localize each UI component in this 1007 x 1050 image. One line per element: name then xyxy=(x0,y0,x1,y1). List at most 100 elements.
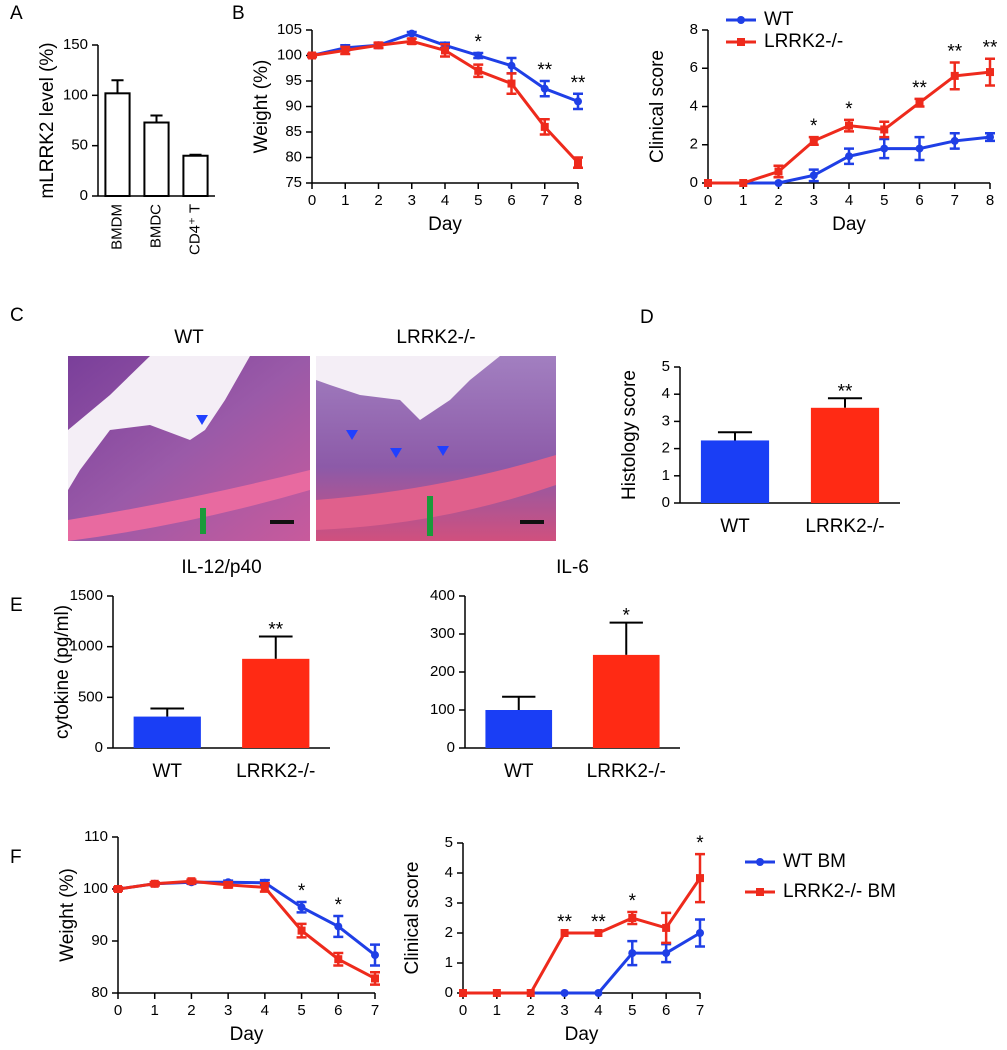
marker xyxy=(704,179,712,187)
x-tick-label: 3 xyxy=(810,192,818,209)
arrowhead xyxy=(346,430,449,458)
marker xyxy=(297,926,306,935)
x-axis-label: Day xyxy=(230,1024,264,1045)
legend-label: LRRK2-/- BM xyxy=(783,881,896,902)
y-tick-label: 105 xyxy=(277,21,302,38)
y-tick-label: 8 xyxy=(690,21,698,38)
bar xyxy=(242,658,310,748)
x-tick-label: 5 xyxy=(628,1002,636,1019)
x-tick-label: WT xyxy=(504,761,534,782)
marker xyxy=(507,61,516,70)
muscle xyxy=(316,455,556,530)
marker xyxy=(950,136,959,145)
x-tick-label: 6 xyxy=(334,1002,342,1019)
x-tick-label: BMDC xyxy=(147,204,164,248)
chart-title: IL-12/p40 xyxy=(181,557,261,578)
x-tick-label: 0 xyxy=(308,192,316,209)
panel-label: B xyxy=(232,3,245,24)
x-tick-label: 7 xyxy=(371,1002,379,1019)
y-tick-label: 0 xyxy=(95,739,103,756)
thickness-arrow xyxy=(427,496,433,536)
marker xyxy=(441,46,449,55)
x-axis-label: Day xyxy=(565,1024,599,1045)
annotation: * xyxy=(845,99,853,120)
bar xyxy=(143,121,170,197)
x-tick-label: CD4⁺ T xyxy=(186,204,203,255)
y-tick-label: 1 xyxy=(445,954,453,971)
lumen xyxy=(68,356,250,490)
marker xyxy=(845,152,853,161)
marker xyxy=(950,71,959,80)
marker xyxy=(114,885,122,893)
y-tick-label: 75 xyxy=(285,174,302,191)
marker xyxy=(474,66,483,75)
y-tick-label: 90 xyxy=(285,97,302,114)
panel-label: F xyxy=(10,847,22,868)
marker xyxy=(526,989,535,997)
y-tick-label: 0 xyxy=(445,984,453,1001)
y-tick-label: 1000 xyxy=(70,638,103,655)
annotation: ** xyxy=(268,620,283,641)
annotation: ** xyxy=(983,38,998,59)
y-axis-label: Weight (%) xyxy=(57,868,78,962)
muscle xyxy=(68,470,310,541)
marker xyxy=(459,989,467,997)
x-tick-label: 3 xyxy=(224,1002,232,1019)
y-tick-label: 4 xyxy=(662,385,670,402)
error-bar xyxy=(150,114,163,123)
marker xyxy=(696,874,704,883)
x-tick-label: LRRK2-/- xyxy=(805,516,884,537)
x-tick-label: 0 xyxy=(459,1002,467,1019)
y-tick-label: 85 xyxy=(285,123,302,140)
marker xyxy=(594,929,603,937)
x-tick-label: 4 xyxy=(441,192,449,209)
y-tick-label: 100 xyxy=(430,701,455,718)
marker xyxy=(371,974,379,983)
x-tick-label: 8 xyxy=(574,192,582,209)
scale-bar xyxy=(270,520,294,524)
image-label: LRRK2-/- xyxy=(396,327,475,348)
marker xyxy=(574,97,582,106)
marker xyxy=(540,122,549,131)
y-tick-label: 4 xyxy=(445,864,453,881)
y-tick-label: 0 xyxy=(690,174,698,191)
y-tick-label: 2 xyxy=(690,136,698,153)
y-tick-label: 3 xyxy=(445,894,453,911)
marker xyxy=(560,989,569,997)
marker xyxy=(628,949,637,958)
legend-marker xyxy=(737,38,745,46)
bar xyxy=(182,154,209,198)
x-tick-label: 1 xyxy=(341,192,349,209)
x-tick-label: WT xyxy=(152,761,182,782)
y-tick-label: 110 xyxy=(84,828,108,845)
x-tick-label: 2 xyxy=(527,1002,535,1019)
x-tick-label: WT xyxy=(720,516,750,537)
annotation: * xyxy=(623,606,631,627)
marker xyxy=(986,68,994,77)
bar xyxy=(104,92,131,197)
annotation: ** xyxy=(947,42,962,63)
legend-marker xyxy=(737,16,745,24)
y-tick-label: 95 xyxy=(285,72,302,89)
x-tick-label: 4 xyxy=(594,1002,602,1019)
arrowhead xyxy=(196,415,208,425)
marker xyxy=(845,121,853,130)
marker xyxy=(560,929,569,937)
error-bar xyxy=(258,635,293,659)
marker xyxy=(492,989,501,997)
scale-bar xyxy=(520,520,544,524)
marker xyxy=(308,51,316,60)
y-tick-label: 100 xyxy=(83,880,108,897)
marker xyxy=(774,179,783,187)
marker xyxy=(224,880,233,889)
y-tick-label: 1 xyxy=(662,467,670,484)
annotation: * xyxy=(298,881,306,902)
image-label: WT xyxy=(174,327,204,348)
marker xyxy=(809,136,818,145)
marker xyxy=(574,158,582,167)
panel-label: E xyxy=(10,595,23,616)
marker xyxy=(407,37,416,46)
x-tick-label: 5 xyxy=(474,192,482,209)
x-tick-label: 1 xyxy=(739,192,747,209)
x-tick-label: 4 xyxy=(845,192,853,209)
